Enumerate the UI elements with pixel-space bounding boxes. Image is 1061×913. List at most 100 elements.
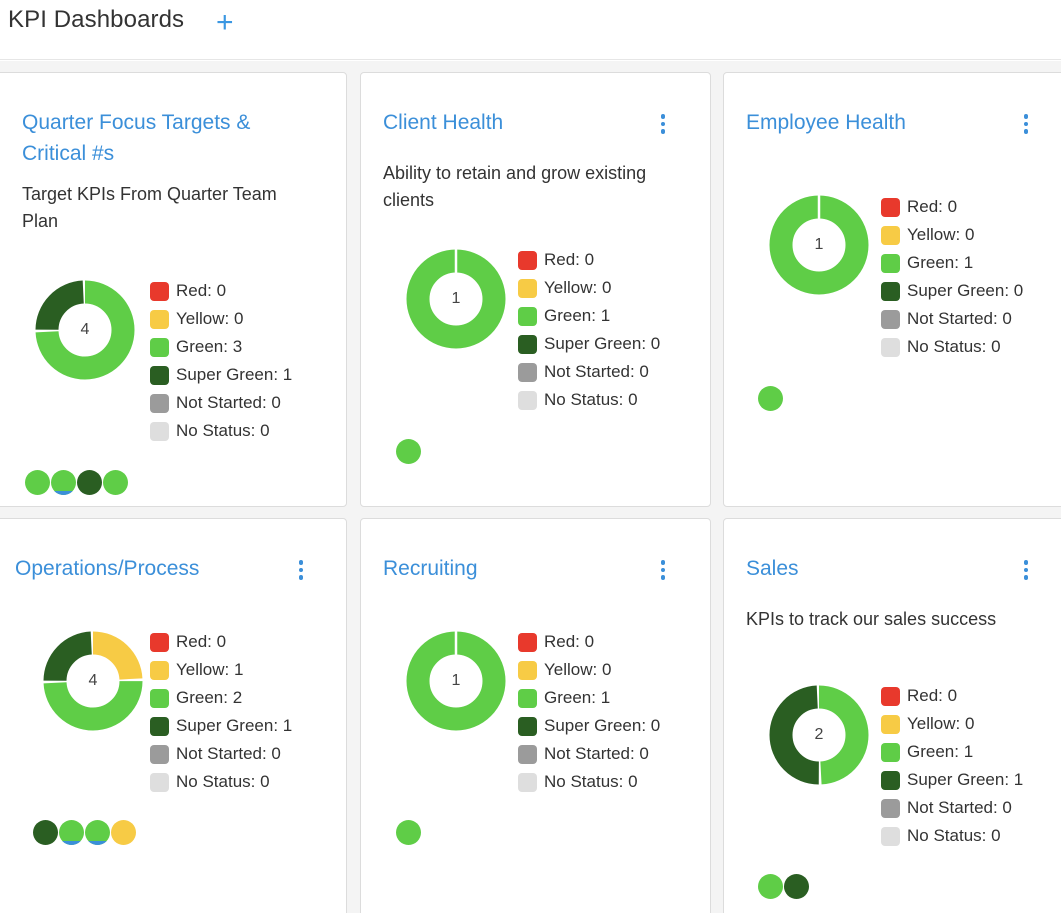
kpi-card: Employee Health 1 Red: 0 Yellow: 0 Green: 1 S… — [723, 72, 1061, 507]
legend-item-green: Green: 1 — [881, 738, 1023, 766]
donut-svg — [769, 685, 869, 785]
vertical-dots-icon — [651, 114, 675, 134]
legend-label: Red: 0 — [907, 686, 958, 705]
status-legend: Red: 0 Yellow: 0 Green: 1 Super Green: 1 Not… — [881, 682, 1023, 850]
legend-label: Not Started: 0 — [544, 362, 649, 381]
kpi-dot-green[interactable] — [59, 820, 84, 845]
donut-segment-green — [43, 631, 143, 731]
status-donut-chart: 1 — [769, 195, 869, 295]
legend-label: Green: 3 — [176, 337, 243, 356]
legend-label: Yellow: 0 — [544, 660, 612, 679]
kpi-dot-super-green[interactable] — [77, 470, 102, 495]
status-donut-chart: 1 — [406, 631, 506, 731]
legend-label: No Status: 0 — [176, 772, 270, 791]
kpi-card: Operations/Process 4 Red: 0 Yellow: 1 Green:… — [0, 518, 347, 913]
legend-swatch — [881, 714, 900, 734]
status-donut-chart: 2 — [769, 685, 869, 785]
legend-swatch — [150, 309, 169, 329]
kpi-dot-yellow[interactable] — [111, 820, 136, 845]
legend-item-no-status: No Status: 0 — [150, 417, 292, 445]
kpi-dot-green[interactable] — [758, 874, 783, 899]
legend-item-super-green: Super Green: 0 — [518, 712, 660, 740]
kpi-dot-super-green[interactable] — [784, 874, 809, 899]
legend-swatch — [518, 632, 537, 652]
card-title[interactable]: Sales — [746, 557, 799, 580]
kpi-dot-green[interactable] — [396, 820, 421, 845]
more-options-button[interactable] — [1014, 557, 1038, 583]
legend-item-super-green: Super Green: 1 — [150, 712, 292, 740]
kpi-status-dots — [25, 470, 129, 495]
kpi-dot-green[interactable] — [396, 439, 421, 464]
kpi-dot-green[interactable] — [758, 386, 783, 411]
donut-svg — [35, 280, 135, 380]
legend-label: Green: 1 — [907, 253, 974, 272]
card-title[interactable]: Client Health — [383, 111, 504, 134]
add-dashboard-button[interactable]: + — [216, 6, 234, 40]
legend-swatch — [881, 225, 900, 245]
legend-item-green: Green: 1 — [881, 249, 1023, 277]
kpi-dot-green[interactable] — [51, 470, 76, 495]
legend-label: Green: 1 — [907, 742, 974, 761]
kpi-dot-super-green[interactable] — [33, 820, 58, 845]
more-options-button[interactable] — [651, 557, 675, 583]
legend-swatch — [518, 660, 537, 680]
kpi-status-dots — [758, 874, 810, 899]
legend-item-no-status: No Status: 0 — [150, 768, 292, 796]
legend-label: Yellow: 0 — [176, 309, 244, 328]
more-options-button[interactable] — [651, 111, 675, 137]
legend-item-not-started: Not Started: 0 — [518, 740, 660, 768]
legend-swatch — [518, 744, 537, 764]
legend-item-red: Red: 0 — [881, 682, 1023, 710]
legend-label: Green: 1 — [544, 688, 611, 707]
legend-label: Yellow: 1 — [176, 660, 244, 679]
legend-label: Green: 2 — [176, 688, 243, 707]
legend-item-yellow: Yellow: 0 — [881, 221, 1023, 249]
card-title[interactable]: Quarter Focus Targets & Critical #s — [22, 111, 251, 165]
legend-item-red: Red: 0 — [150, 628, 292, 656]
donut-total-count: 1 — [814, 236, 824, 253]
card-title[interactable]: Operations/Process — [15, 557, 200, 580]
legend-label: No Status: 0 — [176, 421, 270, 440]
legend-swatch — [881, 337, 900, 357]
legend-label: Not Started: 0 — [176, 744, 281, 763]
legend-swatch — [518, 716, 537, 736]
legend-item-yellow: Yellow: 0 — [518, 274, 660, 302]
kpi-dot-green[interactable] — [25, 470, 50, 495]
kpi-dot-green[interactable] — [103, 470, 128, 495]
donut-total-count: 4 — [88, 672, 98, 689]
legend-swatch — [881, 770, 900, 790]
legend-item-no-status: No Status: 0 — [518, 768, 660, 796]
more-options-button[interactable] — [1014, 111, 1038, 137]
legend-label: Yellow: 0 — [544, 278, 612, 297]
card-title[interactable]: Employee Health — [746, 111, 906, 134]
legend-swatch — [150, 716, 169, 736]
status-donut-chart: 1 — [406, 249, 506, 349]
donut-svg — [406, 631, 506, 731]
kpi-status-dots — [33, 820, 137, 845]
more-options-button[interactable] — [289, 557, 313, 583]
legend-swatch — [150, 744, 169, 764]
legend-item-not-started: Not Started: 0 — [150, 740, 292, 768]
legend-item-no-status: No Status: 0 — [881, 333, 1023, 361]
kpi-status-dots — [396, 439, 422, 464]
status-donut-chart: 4 — [35, 280, 135, 380]
kpi-status-dots — [758, 386, 784, 411]
donut-svg — [769, 195, 869, 295]
kpi-card: Recruiting 1 Red: 0 Yellow: 0 Green: 1 Super … — [360, 518, 711, 913]
legend-label: Not Started: 0 — [907, 309, 1012, 328]
legend-item-not-started: Not Started: 0 — [518, 358, 660, 386]
legend-label: Yellow: 0 — [907, 225, 975, 244]
legend-swatch — [518, 772, 537, 792]
status-legend: Red: 0 Yellow: 0 Green: 3 Super Green: 1 Not… — [150, 277, 292, 445]
legend-label: Not Started: 0 — [544, 744, 649, 763]
legend-swatch — [150, 421, 169, 441]
legend-swatch — [518, 362, 537, 382]
legend-item-yellow: Yellow: 0 — [518, 656, 660, 684]
legend-swatch — [881, 309, 900, 329]
legend-swatch — [150, 632, 169, 652]
card-title[interactable]: Recruiting — [383, 557, 478, 580]
status-donut-chart: 4 — [43, 631, 143, 731]
legend-swatch — [150, 772, 169, 792]
legend-item-green: Green: 1 — [518, 302, 660, 330]
kpi-dot-green[interactable] — [85, 820, 110, 845]
